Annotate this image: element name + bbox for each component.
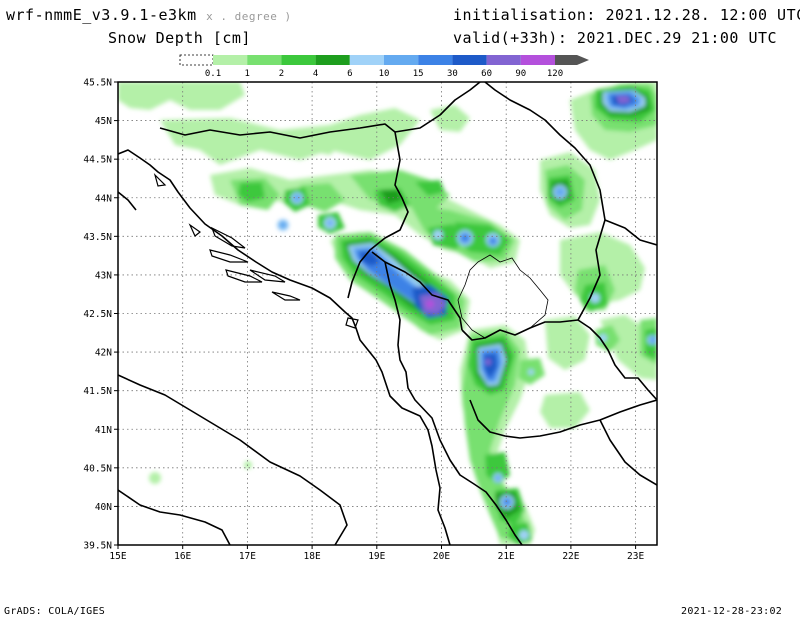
latitude-axis: 45.5N 45N 44.5N 44N 43.5N 43N 42.5N 42N 41.5N 41N… <box>83 78 118 552</box>
legend-tick-label: 4 <box>313 69 318 79</box>
legend-swatch <box>349 55 384 65</box>
island-1 <box>210 226 246 249</box>
legend-swatch <box>486 55 521 65</box>
lat-lon-grid <box>118 82 657 545</box>
lat-label: 42.5N <box>83 309 112 320</box>
bosnia-border <box>159 123 409 299</box>
island-8 <box>345 317 359 329</box>
legend-swatch <box>452 55 487 65</box>
bulgaria-east-border <box>604 219 657 246</box>
legend-tick-label: 120 <box>547 69 563 79</box>
aegean-coast <box>599 419 657 486</box>
legend-tick-label: 90 <box>515 69 526 79</box>
island-3 <box>225 269 263 283</box>
lat-label: 45N <box>95 116 112 127</box>
island-6 <box>188 223 202 237</box>
italy-coast <box>118 374 348 545</box>
legend-above-arrow <box>555 55 589 65</box>
legend-tick-label: 6 <box>347 69 352 79</box>
lon-label: 23E <box>627 551 644 562</box>
lat-label: 45.5N <box>83 78 112 89</box>
albania-border <box>384 261 523 545</box>
islands <box>153 172 359 329</box>
lon-label: 18E <box>304 551 321 562</box>
init-value: 2021.12.28. 12:00 UTC <box>605 6 800 24</box>
legend-swatch <box>247 55 282 65</box>
footer-timestamp: 2021-12-28-23:02 <box>681 606 783 617</box>
lon-label: 15E <box>109 551 126 562</box>
legend-tick-label: 15 <box>413 69 424 79</box>
lon-label: 20E <box>433 551 450 562</box>
island-5 <box>249 269 286 283</box>
kosovo-border <box>457 254 549 339</box>
legend-tick-label: 60 <box>481 69 492 79</box>
lon-label: 21E <box>498 551 515 562</box>
lon-label: 19E <box>368 551 385 562</box>
legend-below-box <box>179 54 214 66</box>
legend-tick-label: 30 <box>447 69 458 79</box>
legend-swatch <box>281 55 316 65</box>
model-subtitle: x . degree ) <box>206 10 292 23</box>
island-7 <box>153 172 167 187</box>
lat-label: 39.5N <box>83 541 112 552</box>
valid-label: valid(+33h): <box>453 29 568 47</box>
kosovo-bulgaria-border <box>484 82 606 321</box>
valid-value: 2021.DEC.29 21:00 UTC <box>576 29 778 47</box>
snow-level-9 <box>426 300 434 308</box>
model-name: wrf-nmmE_v3.9.1-e3km <box>6 6 197 24</box>
lat-label: 44N <box>95 193 112 204</box>
lat-label: 44.5N <box>83 155 112 166</box>
lat-label: 40N <box>95 502 112 513</box>
lon-label: 22E <box>562 551 579 562</box>
legend-swatch <box>213 55 248 65</box>
legend-swatch <box>384 55 419 65</box>
greece-border <box>469 399 657 439</box>
island-4 <box>271 291 301 301</box>
legend-tick-label: 2 <box>279 69 284 79</box>
lon-label: 17E <box>239 551 256 562</box>
legend-tick-label: 1 <box>244 69 249 79</box>
lat-label: 42N <box>95 348 112 359</box>
longitude-axis: 15E 16E 17E 18E 19E 20E 21E 22E 23E <box>109 545 644 562</box>
valid-line: valid(+33h): 2021.DEC.29 21:00 UTC <box>453 29 777 47</box>
lat-label: 43N <box>95 270 112 281</box>
init-label: initialisation: <box>453 6 596 24</box>
legend-tick-label: 0.1 <box>205 69 221 79</box>
legend-tick-label: 10 <box>379 69 390 79</box>
thin-borders <box>457 254 549 339</box>
legend-swatch <box>418 55 453 65</box>
legend-swatch <box>315 55 350 65</box>
serbia-border <box>394 82 481 133</box>
montenegro-border <box>371 251 463 331</box>
model-title: wrf-nmmE_v3.9.1-e3km x . degree ) <box>6 6 292 24</box>
adriatic-east-coast <box>118 149 451 545</box>
lat-label: 41N <box>95 425 112 436</box>
legend-swatch <box>520 55 555 65</box>
istria-coast <box>118 191 137 211</box>
island-2 <box>209 249 249 263</box>
init-line: initialisation: 2021.12.28. 12:00 UTC <box>453 6 800 24</box>
color-legend: 0.1 1 2 4 6 10 15 30 60 90 120 <box>179 54 589 79</box>
lat-label: 41.5N <box>83 386 112 397</box>
plot-area <box>118 82 657 545</box>
footer-credit: GrADS: COLA/IGES <box>4 606 106 617</box>
field-title: Snow Depth [cm] <box>108 29 251 47</box>
lat-label: 43.5N <box>83 232 112 243</box>
lat-label: 40.5N <box>83 463 112 474</box>
italy-coast-south <box>118 489 231 545</box>
lon-label: 16E <box>174 551 191 562</box>
